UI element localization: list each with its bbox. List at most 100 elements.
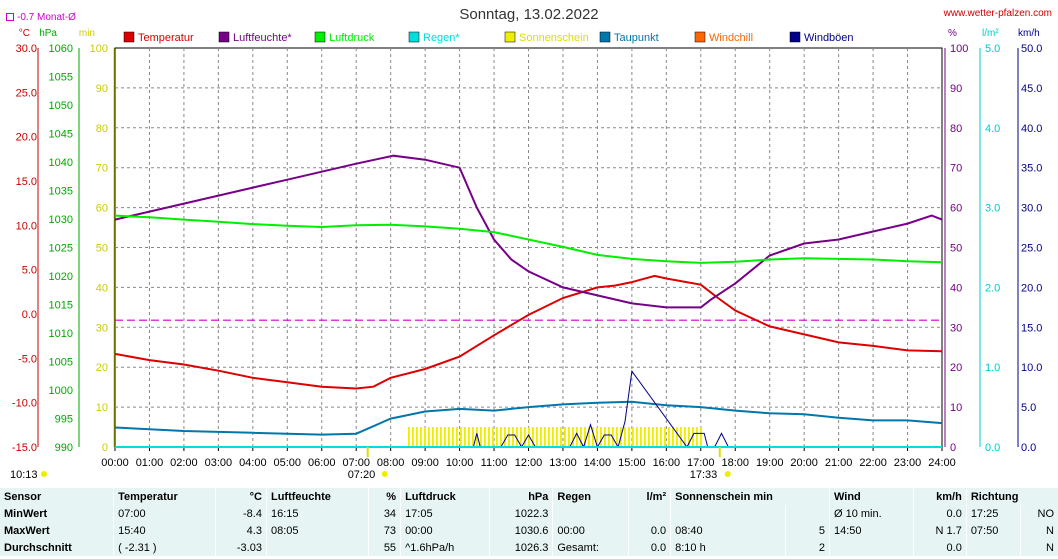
- pressure-tick-label: 1025: [49, 243, 73, 255]
- legend-swatch: [789, 31, 801, 43]
- legend-swatch: [599, 31, 611, 43]
- sunshine-bar: [495, 427, 498, 447]
- wind-tick-label: 35.0: [1021, 163, 1042, 175]
- avg-marker-icon: [6, 13, 14, 22]
- sunshine-bar: [559, 427, 562, 447]
- hdr-humidity-unit: %: [368, 488, 401, 505]
- humidity-tick-label: 0: [950, 442, 956, 454]
- sunshine-bar: [423, 427, 426, 447]
- sun-tick-label: 100: [90, 43, 108, 55]
- sunshine-bar: [675, 427, 678, 447]
- sun-tick-label: 10: [96, 402, 108, 414]
- sunshine-bar: [527, 427, 530, 447]
- legend-swatch: [408, 31, 420, 43]
- wind-time: [828, 539, 914, 556]
- site-link[interactable]: www.wetter-pfalzen.com: [943, 8, 1052, 19]
- sun-time: 08:40: [670, 522, 786, 539]
- sunshine-bar: [647, 427, 650, 447]
- hdr-temp-unit: °C: [215, 488, 267, 505]
- sunshine-bar: [563, 427, 566, 447]
- pressure-tick-label: 1040: [49, 157, 73, 169]
- sunshine-bar: [467, 427, 470, 447]
- hdr-wind-unit: km/h: [913, 488, 967, 505]
- temp-value: -8.4: [215, 505, 267, 522]
- sunshine-bar: [627, 427, 630, 447]
- wind-value: N 1.7: [913, 522, 967, 539]
- legend-label: Luftfeuchte*: [233, 32, 292, 44]
- temp-value: 4.3: [215, 522, 267, 539]
- hdr-wind: Wind: [828, 488, 914, 505]
- legend-label: Windböen: [804, 32, 854, 44]
- wind-tick-label: 30.0: [1021, 203, 1042, 215]
- hdr-sensor: Sensor: [4, 490, 42, 503]
- sunshine-bar: [523, 427, 526, 447]
- pressure-tick-label: 1045: [49, 129, 73, 141]
- sunshine-bar: [419, 427, 422, 447]
- wind-tick-label: 5.0: [1021, 402, 1036, 414]
- pressure-value: 1026.3: [488, 539, 553, 556]
- humidity-value: 55: [368, 539, 401, 556]
- stats-header-row: Sensor Temperatur °C Luftfeuchte % Luftd…: [0, 488, 1058, 505]
- sunshine-bar: [691, 427, 694, 447]
- sunshine-bar: [615, 427, 618, 447]
- hdr-temperature: Temperatur: [113, 488, 216, 505]
- x-tick-label: 12:00: [515, 457, 543, 469]
- sunshine-bar: [451, 427, 454, 447]
- humidity-tick-label: 10: [950, 402, 962, 414]
- sunshine-bar: [623, 427, 626, 447]
- current-time-sun-icon: [41, 471, 47, 477]
- wind-value: 0.0: [913, 505, 967, 522]
- stats-row-min: MinWert 07:00 -8.4 16:15 34 17:05 1022.3…: [0, 505, 1058, 522]
- x-tick-label: 20:00: [790, 457, 818, 469]
- temp-tick-label: 0.0: [22, 309, 37, 321]
- sunshine-bar: [411, 427, 414, 447]
- sunshine-bar: [499, 427, 502, 447]
- sunshine-bar: [631, 427, 634, 447]
- sunshine-bar: [643, 427, 646, 447]
- sunshine-bar: [475, 427, 478, 447]
- sunshine-bar: [567, 427, 570, 447]
- rain-time: 00:00: [552, 522, 629, 539]
- hdr-humidity: Luftfeuchte: [265, 488, 369, 505]
- humidity-tick-label: 80: [950, 123, 962, 135]
- sunshine-bar: [639, 427, 642, 447]
- pressure-tick-label: 995: [55, 414, 73, 426]
- temp-tick-label: -15.0: [12, 442, 37, 454]
- wind-value: 0.0: [913, 539, 967, 556]
- row-label: MaxWert: [4, 524, 50, 537]
- series-line-temperatur: [114, 274, 943, 390]
- legend-label: Taupunkt: [614, 32, 659, 44]
- sunshine-bar: [679, 427, 682, 447]
- pressure-time: 00:00: [400, 522, 490, 539]
- pressure-tick-label: 990: [55, 442, 73, 454]
- monthly-average-label: -0.7 Monat-Ø: [6, 12, 76, 23]
- rain-tick-label: 4.0: [985, 123, 1000, 135]
- sunshine-bar: [447, 427, 450, 447]
- x-tick-label: 11:00: [481, 457, 508, 469]
- sunshine-bar: [415, 427, 418, 447]
- humidity-axis-unit: %: [948, 28, 957, 39]
- stats-row-max: MaxWert 15:40 4.3 08:05 73 00:00 1030.6 …: [0, 522, 1058, 539]
- sunshine-bar: [407, 427, 410, 447]
- x-tick-label: 03:00: [205, 457, 233, 469]
- sunshine-bar: [699, 427, 702, 447]
- sunshine-bar: [435, 427, 438, 447]
- humidity-value: 34: [368, 505, 401, 522]
- pressure-value: 1022.3: [488, 505, 553, 522]
- pressure-tick-label: 1000: [49, 385, 73, 397]
- wind-tick-label: 15.0: [1021, 322, 1042, 334]
- sun-time: 8:10 h: [670, 539, 786, 556]
- wind-tick-label: 10.0: [1021, 362, 1042, 374]
- sun-tick-label: 70: [96, 163, 108, 175]
- rain-value: [627, 505, 671, 522]
- sunshine-bar: [507, 427, 510, 447]
- sunshine-bar: [539, 427, 542, 447]
- wind-tick-label: 50.0: [1021, 43, 1042, 55]
- sunshine-bar: [535, 427, 538, 447]
- humidity-time: 16:15: [265, 505, 369, 522]
- sunshine-bar: [663, 427, 666, 447]
- temp-tick-label: 30.0: [16, 43, 37, 55]
- legend-swatch: [504, 31, 516, 43]
- x-tick-label: 13:00: [549, 457, 577, 469]
- hdr-direction: Richtung: [965, 488, 1058, 505]
